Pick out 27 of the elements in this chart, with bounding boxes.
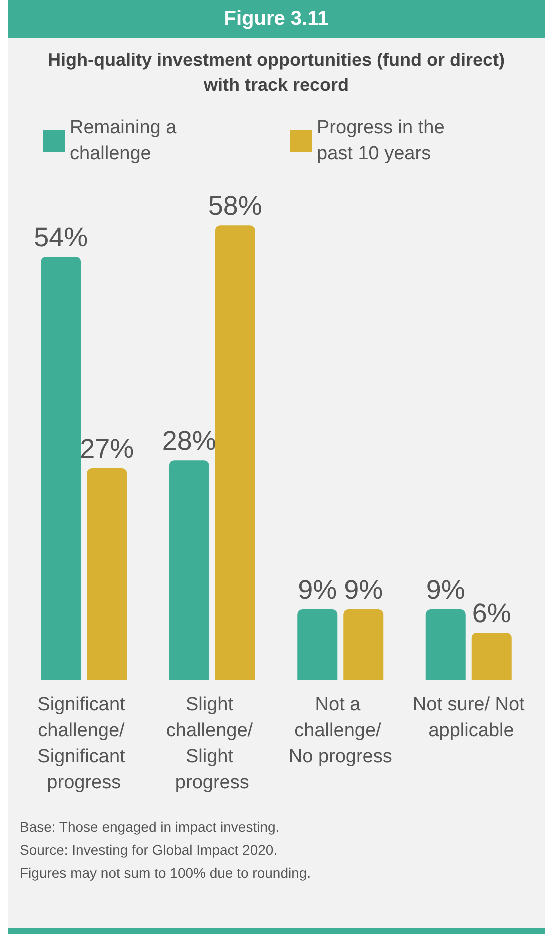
bar	[344, 610, 384, 680]
bar	[87, 468, 128, 680]
x-tick-label: Slight challenge/ Slight progress	[166, 694, 258, 794]
text: Figures may not sum to 100% due to rounding.	[20, 864, 312, 883]
data-label: 27%	[80, 434, 134, 464]
data-label: 58%	[208, 191, 262, 222]
x-tick-label: Not a challenge/ No progress	[288, 694, 392, 768]
source-note: Source: Investing for Global Impact 2020.	[20, 841, 279, 860]
legend-label: Progress in the past 10 years	[317, 118, 450, 164]
bar	[215, 226, 256, 680]
legend-label: Remaining a challenge	[70, 118, 182, 164]
text: Base: Those engaged in impact investing.	[20, 818, 281, 837]
data-label: 9%	[344, 575, 384, 605]
x-tick-label: Not sure/ Not applicable	[412, 694, 526, 742]
chart-subtitle: High-quality investment opportunities (fund or direct) with track record	[47, 49, 506, 97]
data-label: 9%	[426, 575, 466, 605]
bar	[298, 610, 338, 680]
data-label: 6%	[472, 598, 512, 628]
bar	[169, 460, 210, 680]
chart-title: Figure 3.11	[8, 0, 545, 38]
bar	[41, 257, 82, 680]
bar	[426, 610, 466, 680]
bar	[472, 633, 512, 680]
data-label: 28%	[162, 426, 216, 456]
data-label: 54%	[34, 222, 88, 252]
x-tick-label: Significant challenge/ Significant progress	[38, 694, 131, 794]
data-label: 9%	[298, 575, 338, 605]
